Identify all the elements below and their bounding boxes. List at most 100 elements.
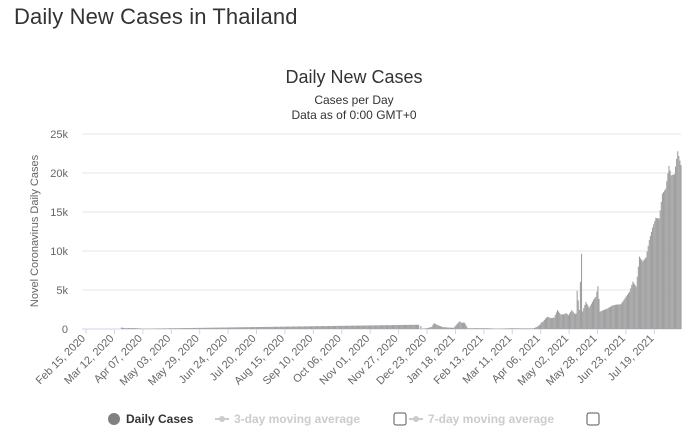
daily-case-bar [669,170,671,329]
daily-case-bar [397,325,399,329]
daily-case-bar [225,327,227,329]
daily-case-bar [620,304,622,329]
daily-case-bar [576,290,578,329]
daily-case-bar [626,294,628,329]
daily-case-bar [295,326,297,329]
daily-case-bar [541,322,543,329]
daily-case-bar [456,324,458,329]
daily-case-bar [328,326,330,329]
daily-case-bar [206,327,208,329]
daily-case-bar [611,305,613,329]
daily-case-bar [415,324,418,329]
daily-case-bar [314,326,316,329]
daily-case-bar [513,328,515,329]
daily-case-bar [232,327,234,329]
daily-case-bar [629,291,631,329]
daily-case-bar [574,314,576,329]
daily-case-bar [444,327,446,329]
daily-case-bar [220,327,222,329]
daily-case-bar [178,328,180,329]
daily-case-bar [644,258,646,329]
daily-case-bar [625,296,627,329]
daily-case-bar [612,305,614,329]
daily-case-bar [637,266,639,329]
legend-checkbox[interactable] [393,412,407,426]
daily-case-bar [282,326,284,329]
y-tick-label: 15k [50,207,68,219]
daily-case-bar [344,325,346,329]
daily-case-bar [239,327,242,329]
daily-case-bar [348,325,350,329]
daily-case-bar [338,325,340,329]
daily-case-bar [345,325,348,329]
daily-case-bar [210,327,212,329]
daily-case-bar [597,286,599,329]
daily-case-bar [528,328,530,329]
daily-case-bar [326,326,328,329]
daily-case-bar [418,324,420,329]
daily-case-bar [154,328,156,329]
daily-case-bar [464,322,466,329]
daily-case-bar [211,327,213,329]
daily-case-bar [527,328,529,329]
chart-title: Daily New Cases [285,67,422,87]
legend-item[interactable]: 3-day moving average [215,412,407,426]
daily-case-bar [461,322,463,329]
daily-case-bar [265,326,267,329]
daily-case-bar [138,328,140,329]
daily-case-bar [536,327,538,329]
daily-case-bar [125,328,127,329]
daily-case-bar [645,257,647,329]
daily-case-bar [313,326,315,329]
legend-checkbox[interactable] [586,412,600,426]
y-tick-label: 5k [56,285,68,297]
daily-case-bar [564,313,566,329]
daily-case-bar [653,224,655,329]
daily-case-bar [633,283,635,329]
daily-case-bar [614,304,616,329]
daily-case-bar [555,312,557,329]
daily-case-bar [583,308,585,329]
daily-case-bar [223,327,225,329]
daily-case-bar [485,328,487,329]
daily-case-bar [131,328,133,329]
legend-item[interactable]: Daily Cases [108,412,194,426]
daily-case-bar [642,261,644,329]
daily-case-bar [615,304,618,329]
daily-case-bar [244,327,246,329]
daily-case-bar [457,323,459,329]
daily-case-bar [533,327,536,329]
daily-case-bar [350,325,352,329]
daily-case-bar [367,325,369,329]
daily-case-bar [121,327,123,329]
daily-case-bar [262,326,264,329]
daily-case-bar [349,325,351,329]
daily-case-bar [359,325,361,329]
daily-case-bar [453,327,455,329]
daily-case-bar [567,315,569,329]
daily-case-bar [443,327,445,329]
daily-case-bar [400,324,402,329]
daily-case-bar [180,328,183,329]
daily-case-bar [505,328,507,329]
daily-case-bar [479,328,481,329]
daily-case-bar [599,311,601,329]
daily-case-bar [540,322,542,329]
daily-case-bar [635,286,637,329]
daily-case-bar [438,325,440,329]
daily-case-bar [230,327,232,329]
daily-case-bar [551,317,553,329]
daily-case-bar [678,155,680,329]
daily-case-bar [426,328,428,329]
legend-item[interactable]: 7-day moving average [409,412,600,426]
chart-subtitle-date: Data as of 0:00 GMT+0 [291,108,416,122]
daily-case-bar [608,307,610,329]
daily-case-bar [430,327,432,329]
daily-case-bar [392,325,395,329]
daily-case-bar [483,328,485,329]
daily-case-bar [677,151,679,329]
daily-case-bar [283,326,285,329]
daily-case-bar [303,326,305,329]
daily-case-bar [441,326,443,329]
daily-case-bar [476,328,478,329]
